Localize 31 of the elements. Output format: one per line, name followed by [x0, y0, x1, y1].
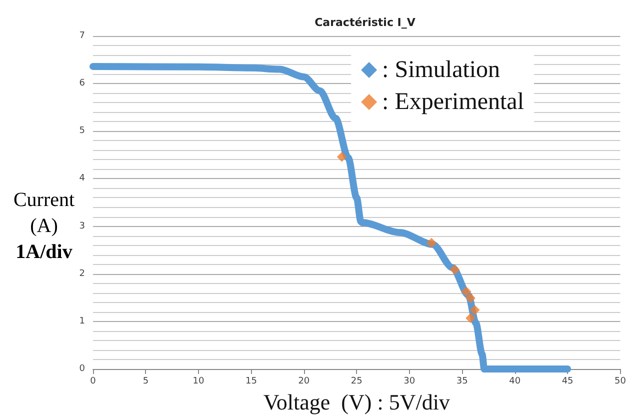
- y-tick-label: 5: [79, 126, 85, 136]
- y-tick-label: 1: [79, 316, 85, 326]
- point: [426, 238, 437, 248]
- x-tick-label: 5: [142, 376, 149, 386]
- x-tick-label: 45: [562, 376, 574, 386]
- x-tick-label: 35: [456, 376, 468, 386]
- point: [466, 293, 476, 304]
- x-tick-label: 40: [509, 376, 521, 386]
- x-tick-label: 50: [614, 376, 626, 386]
- y-tick-label: 2: [79, 268, 85, 279]
- y-axis-title: Current (A) 1A/div: [13, 189, 75, 263]
- x-axis-title: Voltage (V) : 5V/div: [263, 390, 450, 414]
- y-tick-label: 6: [79, 78, 86, 89]
- y-tick-label: 7: [79, 31, 85, 41]
- y-tick-label: 4: [79, 174, 86, 184]
- point: [466, 313, 476, 324]
- x-tick-label: 0: [90, 376, 96, 386]
- y-tick-label: 0: [79, 364, 86, 374]
- legend-label: : Simulation: [382, 57, 500, 83]
- x-tick-label: 25: [350, 376, 362, 386]
- legend-label: : Experimental: [382, 89, 524, 115]
- y-tick-label: 3: [79, 221, 85, 232]
- x-tick-label: 15: [245, 376, 257, 386]
- point: [450, 264, 460, 275]
- point: [336, 152, 347, 162]
- point: [461, 286, 472, 296]
- x-tick-label: 10: [192, 376, 204, 386]
- x-tick-label: 30: [404, 376, 416, 386]
- chart-title: Caractéristic I_V: [314, 16, 416, 29]
- x-tick-label: 20: [298, 376, 310, 386]
- point: [470, 305, 480, 316]
